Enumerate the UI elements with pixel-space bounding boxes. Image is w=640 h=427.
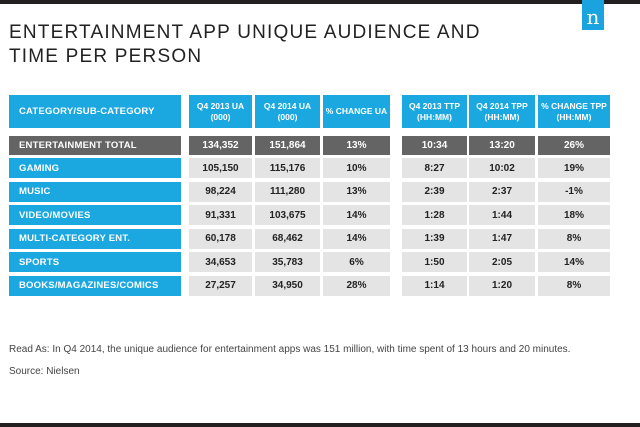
table-cell: 27,257	[189, 275, 252, 296]
table-cell: 28%	[323, 275, 390, 296]
source-note: Source: Nielsen	[9, 366, 80, 377]
table-cell: 14%	[323, 228, 390, 249]
top-border	[0, 0, 640, 4]
column-header: Q4 2014 TPP (HH:MM)	[469, 95, 535, 128]
table-cell: 111,280	[255, 181, 320, 202]
row-label: BOOKS/MAGAZINES/COMICS	[9, 275, 181, 296]
table-cell: 2:05	[469, 252, 535, 272]
table-cell: 1:50	[402, 252, 467, 272]
table-cell: 105,150	[189, 158, 252, 178]
table-cell: 2:39	[402, 181, 467, 202]
column-header: Q4 2013 TTP (HH:MM)	[402, 95, 467, 128]
read-as-note: Read As: In Q4 2014, the unique audience…	[9, 344, 571, 355]
table-cell: 35,783	[255, 252, 320, 272]
table-cell: 1:20	[469, 275, 535, 296]
row-label: MUSIC	[9, 181, 181, 202]
table-cell: 34,950	[255, 275, 320, 296]
table-cell: 13%	[323, 181, 390, 202]
table-cell: -1%	[538, 181, 610, 202]
row-label: MULTI-CATEGORY ENT.	[9, 228, 181, 249]
table-cell: 151,864	[255, 136, 320, 155]
table-cell: 18%	[538, 205, 610, 225]
table-cell: 34,653	[189, 252, 252, 272]
table-cell: 19%	[538, 158, 610, 178]
table-cell: 68,462	[255, 228, 320, 249]
column-header: CATEGORY/SUB-CATEGORY	[9, 95, 181, 128]
row-label: GAMING	[9, 158, 181, 178]
table-cell: 91,331	[189, 205, 252, 225]
table-cell: 8%	[538, 275, 610, 296]
table-cell: 115,176	[255, 158, 320, 178]
table-cell: 13:20	[469, 136, 535, 155]
table-cell: 1:28	[402, 205, 467, 225]
table-cell: 134,352	[189, 136, 252, 155]
table-cell: 2:37	[469, 181, 535, 202]
table-cell: 8%	[538, 228, 610, 249]
table-cell: 60,178	[189, 228, 252, 249]
column-header: % CHANGE UA	[323, 95, 390, 128]
table-cell: 1:44	[469, 205, 535, 225]
row-label: VIDEO/MOVIES	[9, 205, 181, 225]
table-cell: 6%	[323, 252, 390, 272]
table-cell: 14%	[538, 252, 610, 272]
table-cell: 14%	[323, 205, 390, 225]
table-cell: 1:14	[402, 275, 467, 296]
table-cell: 98,224	[189, 181, 252, 202]
title-line-1: ENTERTAINMENT APP UNIQUE AUDIENCE AND	[9, 22, 481, 43]
column-header: Q4 2014 UA (000)	[255, 95, 320, 128]
bottom-border	[0, 423, 640, 427]
column-header: Q4 2013 UA (000)	[189, 95, 252, 128]
table-cell: 1:47	[469, 228, 535, 249]
column-header: % CHANGE TPP (HH:MM)	[538, 95, 610, 128]
table-cell: 10%	[323, 158, 390, 178]
table-cell: 8:27	[402, 158, 467, 178]
table-cell: 1:39	[402, 228, 467, 249]
table-cell: 10:34	[402, 136, 467, 155]
row-label: SPORTS	[9, 252, 181, 272]
table-cell: 13%	[323, 136, 390, 155]
table-cell: 10:02	[469, 158, 535, 178]
title-line-2: TIME PER PERSON	[9, 46, 203, 67]
row-label: ENTERTAINMENT TOTAL	[9, 136, 181, 155]
table-cell: 26%	[538, 136, 610, 155]
table-cell: 103,675	[255, 205, 320, 225]
nielsen-logo: n	[582, 0, 604, 30]
